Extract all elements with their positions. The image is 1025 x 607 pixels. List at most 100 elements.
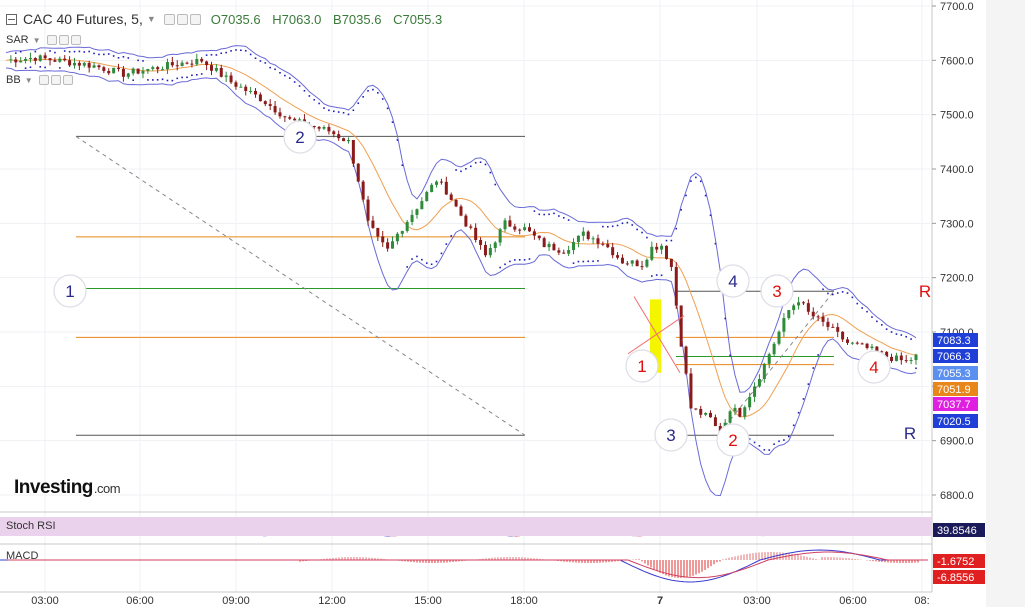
wave-label-4: 4 [869,358,878,377]
chevron-down-icon[interactable]: ▼ [32,35,41,45]
candle-body [48,58,52,61]
candle-body [483,244,487,256]
candle-body [601,243,605,245]
candle-body [356,163,360,182]
wave-label-1: 1 [65,282,74,301]
close-icon[interactable] [189,13,201,25]
eye-icon[interactable] [163,13,175,25]
sar-dot [401,164,404,167]
sar-dot [489,171,492,174]
candle-body [816,316,820,318]
candle-body [767,354,771,364]
eye-icon[interactable] [46,35,57,45]
indicator-sar[interactable]: SAR ▼ [6,34,83,46]
candle-body [576,235,580,243]
candle-body [102,67,106,71]
sar-dot [841,291,844,293]
chevron-down-icon[interactable]: ▼ [146,14,156,24]
candle-body [669,258,673,267]
sar-dot [543,213,545,216]
candle-body [254,90,258,95]
sar-dot [210,53,213,56]
candle-body [33,58,37,61]
candle-body [234,82,238,87]
candle-body [131,68,135,74]
sar-dot [611,225,614,228]
candle-body [596,238,600,244]
sar-dot [406,266,408,268]
cross-line [633,296,681,374]
wave-marker-circle [654,418,688,452]
sar-dot [293,81,296,83]
candle-body [552,243,556,251]
sar-dot [670,239,673,242]
candle-body [655,246,659,250]
candle-body [464,215,468,227]
close-icon[interactable] [62,75,73,85]
settings-icon[interactable] [50,75,61,85]
candle-body [909,359,913,361]
candle-body [410,214,414,222]
candle-body [542,238,546,248]
sar-dot [567,219,570,221]
macd-label[interactable]: MACD [6,550,39,562]
sar-dot [822,288,824,291]
candle-body [136,68,140,74]
eye-icon[interactable] [38,75,49,85]
candle-body [97,65,101,68]
stoch-rsi-label[interactable]: Stoch RSI [6,520,56,532]
sar-dot [49,50,51,52]
y-tick-label: 6800.0 [940,490,974,502]
candle-body [890,356,894,362]
bollinger-bands [5,45,917,497]
sar-dot [675,227,678,230]
collapse-icon[interactable] [6,13,17,25]
settings-icon[interactable] [176,13,188,25]
candle-body [792,305,796,311]
sar-dot [895,333,898,335]
candle-body [880,351,884,353]
price-label-text: 7037.7 [937,399,971,411]
x-tick-label: 15:00 [414,595,442,607]
bb-lower-line [5,67,917,497]
candle-body [616,255,620,258]
candle-body [772,343,776,355]
settings-icon[interactable] [58,35,69,45]
candle-body [811,311,815,317]
candle-body [400,231,404,234]
sar-dot [425,262,428,264]
candle-body [787,310,791,319]
candle-body [224,75,228,77]
sar-dot [205,54,208,56]
sar-dot [558,215,560,217]
wave-label-2: 2 [728,431,737,450]
candle-body [664,245,668,259]
candle-body [606,244,610,248]
candle-body [679,305,683,347]
sar-dot [29,66,32,69]
candle-body [513,226,517,230]
sar-dot [504,263,506,266]
sar-dot [230,50,232,52]
sar-dot [479,161,482,164]
candle-body [420,201,424,210]
candle-body [885,351,889,357]
sar-dot [518,259,521,261]
candle-body [239,86,243,88]
chevron-down-icon[interactable]: ▼ [24,75,33,85]
y-tick-label: 7500.0 [940,110,974,122]
candle-body [650,246,654,260]
candle-body [87,63,91,68]
candle-body [190,63,194,65]
candle-body [865,343,869,348]
sar-dots [14,49,917,451]
symbol-label[interactable]: CAC 40 Futures, 5, [23,11,143,27]
candle-body [777,331,781,344]
candle-body [738,407,742,417]
close-icon[interactable] [70,35,81,45]
sar-dot [112,55,115,57]
candle-body [488,248,492,256]
sar-dot [362,96,364,98]
indicator-bb[interactable]: BB ▼ [6,74,75,86]
